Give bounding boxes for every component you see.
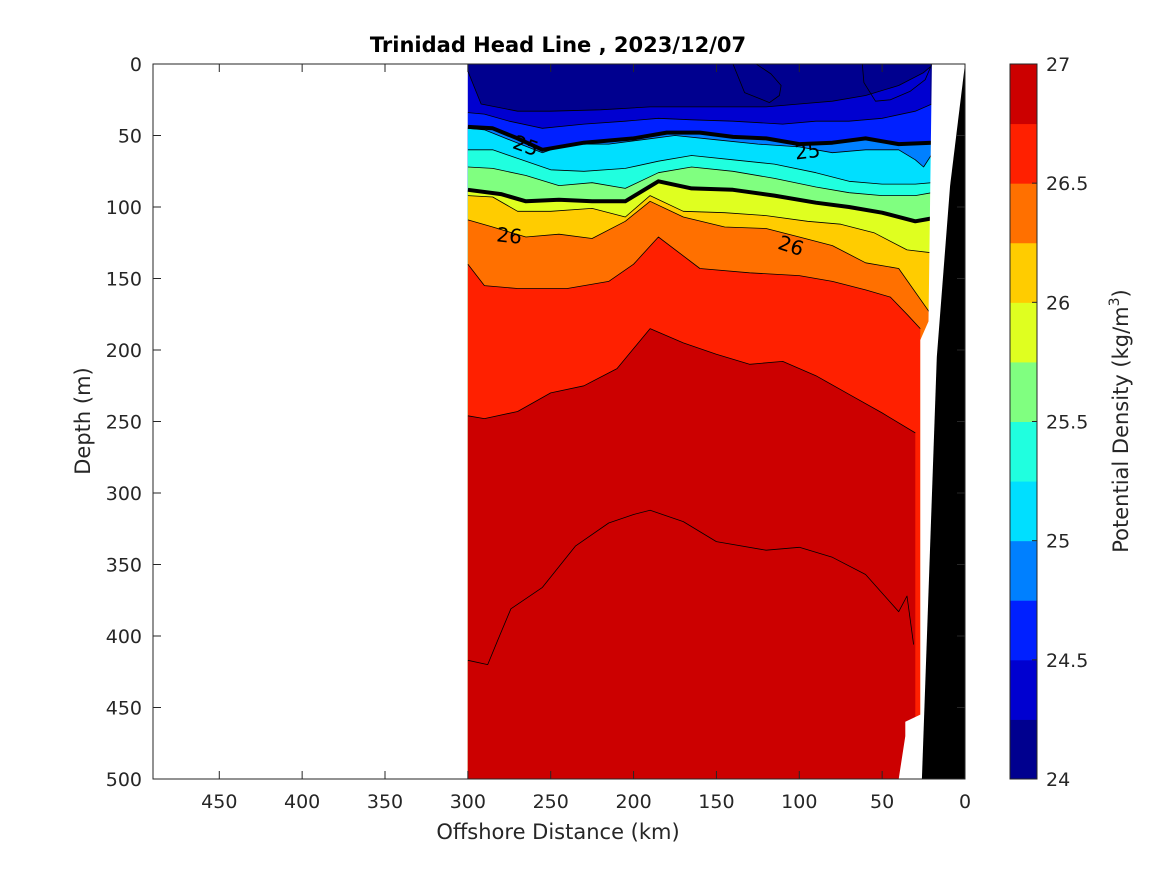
colorbar-tick-label: 26 bbox=[1046, 292, 1070, 314]
y-tick-label: 500 bbox=[106, 769, 142, 791]
contour-label: 25 bbox=[794, 138, 822, 165]
x-axis-label: Offshore Distance (km) bbox=[436, 820, 679, 844]
colorbar-segment bbox=[1010, 64, 1037, 125]
colorbar-segment bbox=[1010, 361, 1037, 422]
contour-line bbox=[467, 236, 921, 329]
colorbar-label-exponent: 3 bbox=[1107, 297, 1123, 306]
x-tick-label: 200 bbox=[615, 791, 651, 813]
x-tick-label: 350 bbox=[367, 791, 403, 813]
colorbar-tick-label: 27 bbox=[1046, 54, 1070, 76]
contour-line bbox=[467, 200, 933, 316]
x-tick-label: 150 bbox=[698, 791, 734, 813]
contour-line bbox=[732, 64, 782, 103]
colorbar-segment bbox=[1010, 600, 1037, 661]
y-tick-label: 200 bbox=[106, 340, 142, 362]
y-tick-label: 0 bbox=[130, 54, 142, 76]
colorbar-tick-label: 25 bbox=[1046, 531, 1070, 553]
colorbar-segment bbox=[1010, 123, 1037, 184]
x-tick-label: 50 bbox=[870, 791, 894, 813]
x-tick-label: 250 bbox=[533, 791, 569, 813]
land-mask bbox=[921, 64, 965, 779]
contour-lines bbox=[467, 64, 933, 665]
contour-line bbox=[467, 166, 932, 197]
colorbar-label-close: ) bbox=[1109, 289, 1133, 297]
y-tick-label: 400 bbox=[106, 626, 142, 648]
y-tick-label: 150 bbox=[106, 269, 142, 291]
colorbar-segment bbox=[1010, 183, 1037, 244]
y-tick-label: 300 bbox=[106, 483, 142, 505]
y-axis-label: Depth (m) bbox=[71, 367, 95, 474]
colorbar: 24 24.5 25 25.5 26 26.5 27 bbox=[1009, 54, 1088, 791]
contour-line bbox=[467, 127, 933, 168]
y-tick-label: 100 bbox=[106, 197, 142, 219]
contour-line bbox=[467, 103, 933, 129]
contour-line bbox=[467, 179, 933, 224]
x-tick-label: 400 bbox=[284, 791, 320, 813]
y-tick-label: 350 bbox=[106, 555, 142, 577]
colorbar-segment bbox=[1010, 540, 1037, 601]
contour-line bbox=[467, 195, 932, 254]
contour-line bbox=[467, 328, 916, 434]
colorbar-segment bbox=[1010, 242, 1037, 303]
contour-label: 26 bbox=[495, 222, 523, 249]
colorbar-segment bbox=[1010, 302, 1037, 363]
contour-fills bbox=[467, 64, 965, 779]
contour-line bbox=[467, 66, 931, 112]
colorbar-tick-label: 24 bbox=[1046, 769, 1070, 791]
y-tick-label: 250 bbox=[106, 412, 142, 434]
colorbar-segment bbox=[1010, 659, 1037, 720]
density-band bbox=[733, 64, 782, 103]
colorbar-label-main: Potential Density (kg/m bbox=[1109, 306, 1133, 552]
density-band bbox=[467, 510, 914, 779]
x-tick-label: 100 bbox=[781, 791, 817, 813]
coastline-land bbox=[898, 64, 965, 779]
contour-line bbox=[467, 124, 932, 152]
y-tick-label: 50 bbox=[118, 126, 142, 148]
colorbar-segment bbox=[1010, 421, 1037, 482]
x-tick-label: 300 bbox=[450, 791, 486, 813]
contour-line bbox=[467, 149, 932, 185]
x-axis: 450 400 350 300 250 200 150 100 50 0 bbox=[201, 64, 971, 813]
colorbar-label: Potential Density (kg/m3) bbox=[1107, 289, 1133, 553]
x-tick-label: 0 bbox=[959, 791, 971, 813]
colorbar-tick-label: 26.5 bbox=[1046, 173, 1088, 195]
colorbar-tick-label: 24.5 bbox=[1046, 650, 1088, 672]
contour-line bbox=[467, 509, 914, 665]
chart-title: Trinidad Head Line , 2023/12/07 bbox=[370, 33, 746, 57]
colorbar-segment bbox=[1010, 481, 1037, 542]
y-tick-label: 450 bbox=[106, 698, 142, 720]
y-axis: 0 50 100 150 200 250 300 350 400 450 500 bbox=[106, 54, 965, 791]
colorbar-segment bbox=[1010, 719, 1037, 780]
contour-line bbox=[861, 64, 933, 102]
x-tick-label: 450 bbox=[201, 791, 237, 813]
colorbar-tick-label: 25.5 bbox=[1046, 412, 1088, 434]
